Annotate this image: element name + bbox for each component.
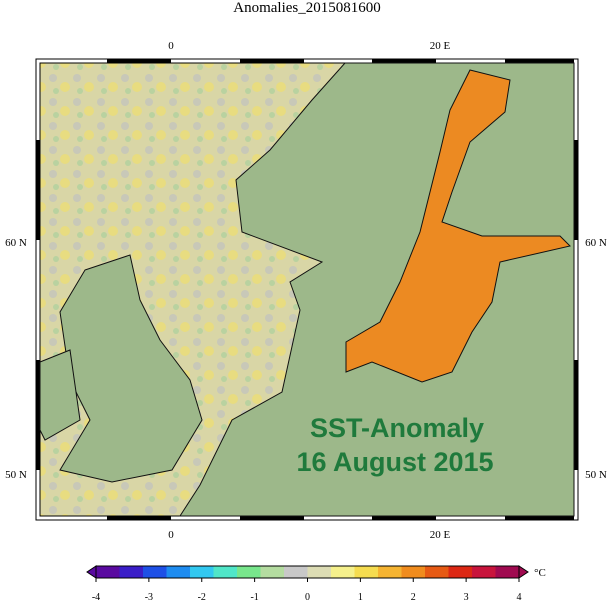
- colorbar: -4 -3 -2 -1 0 1 2 3 4: [86, 565, 529, 602]
- colorbar-tick-label: 0: [305, 592, 310, 602]
- colorbar-unit: °C: [534, 567, 546, 579]
- colorbar-segment: [331, 566, 355, 578]
- colorbar-segment: [166, 566, 191, 578]
- colorbar-segment: [378, 566, 402, 578]
- land: [39, 62, 575, 517]
- colorbar-segment: [401, 566, 426, 578]
- colorbar-segment: [307, 566, 332, 578]
- colorbar-tick-label: 4: [517, 592, 522, 602]
- colorbar-segment: [96, 566, 120, 578]
- colorbar-segment: [119, 566, 144, 578]
- lon-label: 0: [168, 40, 174, 52]
- colorbar-tick-label: 1: [358, 592, 363, 602]
- colorbar-segment: [143, 566, 167, 578]
- baltic-sea: [345, 69, 571, 383]
- colorbar-tick-label: -2: [198, 592, 206, 602]
- colorbar-end: [86, 565, 97, 579]
- colorbar-segment: [354, 566, 379, 578]
- colorbar-segment: [448, 566, 473, 578]
- colorbar-tick-label: -3: [145, 592, 153, 602]
- colorbar-end: [518, 565, 529, 579]
- annotation: SST-Anomaly: [310, 413, 484, 443]
- colorbar-segment: [237, 566, 261, 578]
- annotation: 16 August 2015: [296, 447, 493, 477]
- colorbar-segment: [472, 566, 496, 578]
- colorbar-segment: [425, 566, 449, 578]
- lat-label: 50 N: [585, 469, 607, 481]
- colorbar-tick-label: -4: [92, 592, 100, 602]
- colorbar-segment: [213, 566, 238, 578]
- colorbar-segment: [190, 566, 214, 578]
- colorbar-segment: [284, 566, 308, 578]
- colorbar-segment: [260, 566, 285, 578]
- lat-label: 50 N: [5, 469, 27, 481]
- colorbar-segment: [495, 566, 520, 578]
- colorbar-tick-label: 3: [464, 592, 469, 602]
- lat-label: 60 N: [5, 237, 27, 249]
- lon-label: 20 E: [430, 529, 451, 541]
- lat-label: 60 N: [585, 237, 607, 249]
- colorbar-tick-label: 2: [411, 592, 416, 602]
- lon-label: 20 E: [430, 40, 451, 52]
- map-title: Anomalies_2015081600: [233, 0, 381, 16]
- lon-label: 0: [168, 529, 174, 541]
- colorbar-tick-label: -1: [250, 592, 258, 602]
